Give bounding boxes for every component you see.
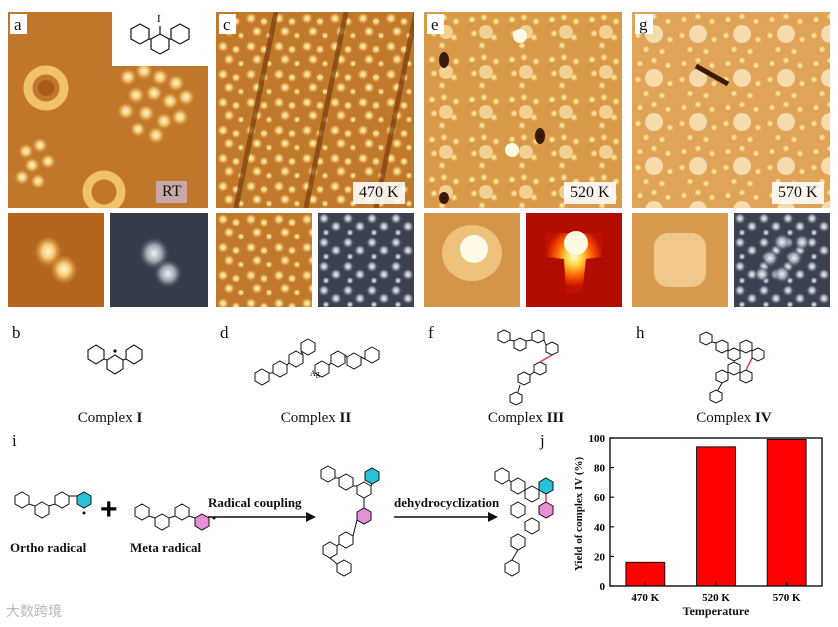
temperature-badge-rt: RT [156, 181, 188, 203]
product-iv-structure [494, 467, 554, 577]
complex-i-name: Complex I [77, 410, 143, 426]
temperature-badge-570: 570 K [772, 182, 824, 204]
complex-ii-structure [254, 338, 380, 386]
panel-label-d: d [220, 323, 229, 342]
panel-label-e: e [427, 14, 444, 34]
temperature-badge-520: 520 K [564, 182, 616, 204]
chart-plot-frame [609, 437, 823, 587]
watermark-text: 大数跨境 [6, 604, 62, 620]
panel-label-g: g [635, 14, 653, 34]
chart-y-tick-label: 80 [594, 463, 606, 475]
panel-label-b: b [12, 323, 21, 342]
chart-y-tick-label: 20 [594, 551, 606, 563]
complex-ii-ag-label: Ag [310, 369, 320, 378]
panel-label-a: a [10, 14, 27, 34]
chart-y-tick-label: 60 [594, 492, 606, 504]
complex-iv-structure [699, 331, 765, 404]
meta-radical-structure [134, 503, 216, 531]
zoom-inset-e-color [424, 213, 520, 307]
stm-image-g [632, 12, 830, 208]
chart-x-axis-label: Temperature [683, 604, 750, 618]
ortho-radical-structure [14, 491, 92, 519]
dehydrocyclization-label: dehydrocyclization [394, 495, 500, 510]
zoom-inset-a-color [8, 213, 104, 307]
chart-y-tick-label: 100 [589, 433, 606, 445]
chart-y-tick-label: 40 [594, 522, 606, 534]
radical-coupling-label: Radical coupling [208, 495, 302, 510]
chart-y-axis-label: Yield of complex IV (%) [573, 457, 585, 572]
complex-iii-structure [497, 329, 559, 406]
yield-bar-chart: Yield of complex IV (%) 0 20 40 60 80 100 470… [573, 433, 823, 618]
reaction-arrow-2 [394, 512, 498, 522]
coupled-intermediate-structure [320, 465, 380, 577]
zoom-inset-c-color [216, 213, 312, 307]
panel-label-f: f [428, 323, 434, 342]
panel-label-c: c [219, 14, 236, 34]
zoom-inset-e-heat [526, 213, 622, 307]
stm-image-c [216, 12, 414, 208]
zoom-inset-c-gray [318, 213, 414, 307]
stm-image-e [424, 12, 622, 208]
panel-label-i: i [12, 431, 17, 450]
panel-label-h: h [636, 323, 645, 342]
chart-x-tick-label: 520 K [702, 592, 730, 604]
complex-ii-name: Complex II [280, 410, 352, 426]
inset-atom-label: I [157, 13, 161, 25]
reaction-arrow-1 [208, 512, 316, 522]
chart-bar [766, 438, 807, 587]
zoom-inset-g-gray [734, 213, 830, 307]
ortho-radical-label: Ortho radical [10, 540, 87, 555]
complex-iii-name: Complex III [487, 410, 565, 426]
zoom-inset-g-color [632, 213, 728, 307]
complex-i-structure [87, 344, 143, 375]
plus-sign: + [100, 493, 118, 526]
chart-x-tick-label: 570 K [773, 592, 801, 604]
complex-iv-name: Complex IV [696, 410, 772, 426]
panel-label-j: j [540, 431, 545, 450]
meta-radical-label: Meta radical [130, 540, 202, 555]
zoom-inset-a-gray [110, 213, 208, 307]
chart-x-tick-label: 470 K [631, 592, 659, 604]
inset-molecule-diagram [112, 12, 208, 66]
chart-y-tick-label: 0 [600, 581, 606, 593]
temperature-badge-470: 470 K [353, 182, 405, 204]
chart-bar [696, 446, 736, 587]
